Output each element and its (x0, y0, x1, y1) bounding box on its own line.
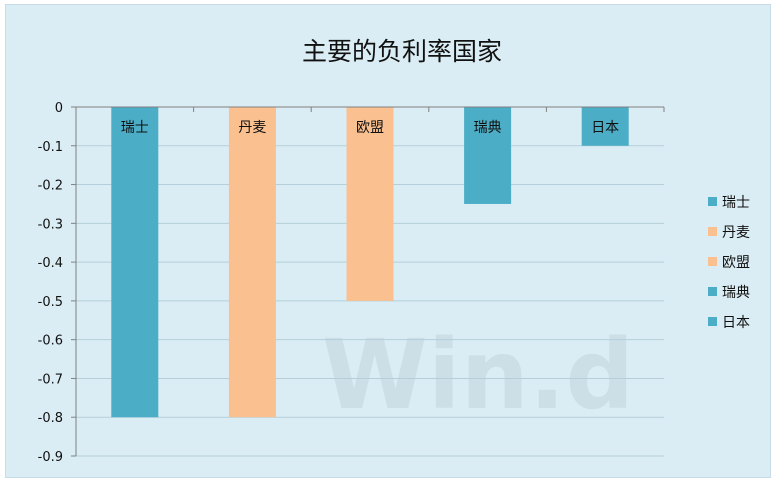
bar (581, 107, 629, 146)
y-tick-label: -0.6 (38, 334, 63, 349)
y-tick-label: -0.3 (38, 217, 63, 232)
legend-swatch (708, 197, 717, 206)
y-tick-label: -0.7 (38, 372, 63, 387)
legend-label: 瑞士 (722, 195, 750, 211)
bar-label: 瑞典 (474, 120, 502, 136)
bar (464, 107, 512, 204)
chart-title: 主要的负利率国家 (302, 37, 502, 66)
y-tick-label: -0.5 (38, 295, 63, 310)
y-tick-label: -0.9 (38, 450, 63, 465)
y-tick-label: -0.8 (38, 411, 63, 426)
y-tick-label: -0.2 (38, 179, 63, 194)
legend-swatch (708, 257, 717, 266)
legend-label: 瑞典 (722, 285, 750, 301)
y-tick-label: 0 (55, 101, 63, 116)
y-tick-label: -0.1 (38, 140, 63, 155)
legend-label: 丹麦 (722, 225, 750, 241)
bar-label: 瑞士 (121, 120, 149, 136)
legend-label: 欧盟 (722, 255, 750, 271)
bar-label: 日本 (591, 120, 619, 136)
bar (346, 107, 394, 301)
bar-label: 丹麦 (238, 120, 266, 136)
bar (111, 107, 159, 418)
legend-swatch (708, 227, 717, 236)
bar-label: 欧盟 (356, 120, 384, 136)
legend-swatch (708, 317, 717, 326)
y-tick-label: -0.4 (38, 256, 63, 271)
legend-label: 日本 (722, 315, 750, 331)
legend-swatch (708, 287, 717, 296)
watermark: Win.d (322, 319, 634, 431)
bar (228, 107, 276, 418)
